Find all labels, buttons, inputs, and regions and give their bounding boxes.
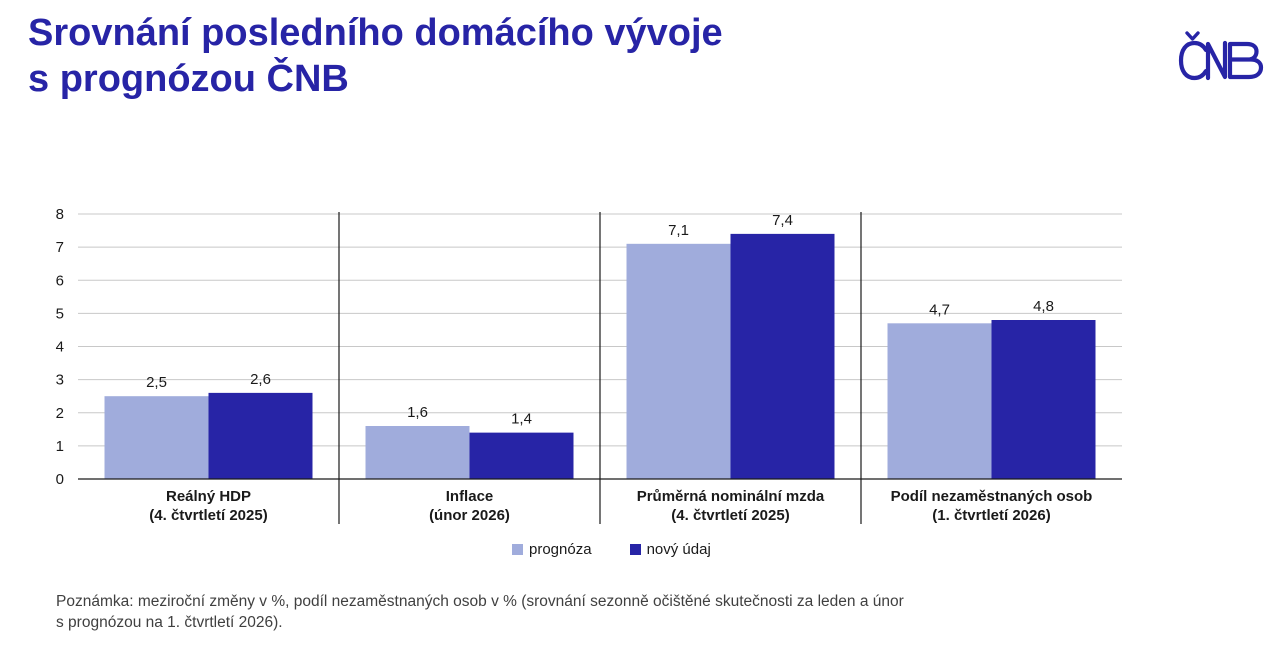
legend-swatch-novy-udaj bbox=[629, 544, 641, 555]
data-label: 1,4 bbox=[511, 411, 532, 428]
page-title-line1: Srovnání posledního domácího vývoje bbox=[28, 12, 723, 54]
bar-prognoza bbox=[626, 243, 731, 479]
data-label: 2,6 bbox=[250, 371, 271, 388]
data-label: 7,4 bbox=[772, 212, 793, 229]
page-title: Srovnání posledního domácího vývoje s pr… bbox=[28, 10, 723, 102]
y-tick-label: 4 bbox=[56, 339, 64, 356]
y-tick-label: 0 bbox=[56, 471, 64, 488]
y-tick-label: 2 bbox=[56, 405, 64, 422]
y-tick-label: 1 bbox=[56, 438, 64, 455]
data-label: 4,7 bbox=[929, 301, 950, 318]
chart-legend: prognóza nový údaj bbox=[512, 541, 749, 558]
bar-novy-udaj bbox=[469, 432, 574, 479]
x-category-label: Inflace bbox=[446, 488, 494, 505]
x-category-label: Reálný HDP bbox=[166, 488, 251, 505]
data-label: 1,6 bbox=[407, 404, 428, 421]
bar-novy-udaj bbox=[208, 392, 313, 479]
y-tick-label: 7 bbox=[56, 239, 64, 256]
cnb-logo-icon bbox=[1178, 31, 1264, 81]
chart-note-line1: Poznámka: meziroční změny v %, podíl nez… bbox=[56, 593, 904, 610]
x-category-label: (4. čtvrtletí 2025) bbox=[149, 507, 267, 524]
x-category-label: Podíl nezaměstnaných osob bbox=[891, 488, 1093, 505]
y-tick-label: 8 bbox=[56, 206, 64, 223]
data-label: 4,8 bbox=[1033, 298, 1054, 315]
y-tick-label: 3 bbox=[56, 372, 64, 389]
chart-note-line2: s prognózou na 1. čtvrtletí 2026). bbox=[56, 614, 283, 631]
bar-novy-udaj bbox=[991, 320, 1096, 479]
chart-note: Poznámka: meziroční změny v %, podíl nez… bbox=[56, 591, 1176, 633]
data-label: 2,5 bbox=[146, 374, 167, 391]
legend-item-novy-udaj: nový údaj bbox=[629, 541, 711, 558]
bar-prognoza bbox=[365, 426, 470, 479]
x-category-label: (únor 2026) bbox=[429, 507, 510, 524]
cnb-logo: ČNB bbox=[978, 30, 1264, 86]
y-tick-label: 5 bbox=[56, 305, 64, 322]
page-title-line2: s prognózou ČNB bbox=[28, 58, 349, 100]
x-category-label: (4. čtvrtletí 2025) bbox=[671, 507, 789, 524]
bar-novy-udaj bbox=[730, 233, 835, 479]
bar-prognoza bbox=[887, 323, 992, 479]
cnb-logo-text: ČNB bbox=[978, 30, 979, 31]
legend-label-novy-udaj: nový údaj bbox=[646, 541, 711, 558]
bar-prognoza bbox=[104, 396, 209, 479]
bar-chart: 0 1 2 3 4 5 6 7 8 2,5 2,6 Reálný HDP (4. čtvrtletí 2… bbox=[56, 206, 1122, 524]
legend-swatch-prognoza bbox=[512, 544, 523, 555]
y-tick-label: 6 bbox=[56, 272, 64, 289]
data-label: 7,1 bbox=[668, 222, 689, 239]
legend-label-prognoza: prognóza bbox=[529, 541, 592, 558]
legend-item-prognoza: prognóza bbox=[512, 541, 592, 558]
x-category-label: Průměrná nominální mzda bbox=[637, 488, 825, 505]
x-category-label: (1. čtvrtletí 2026) bbox=[932, 507, 1050, 524]
